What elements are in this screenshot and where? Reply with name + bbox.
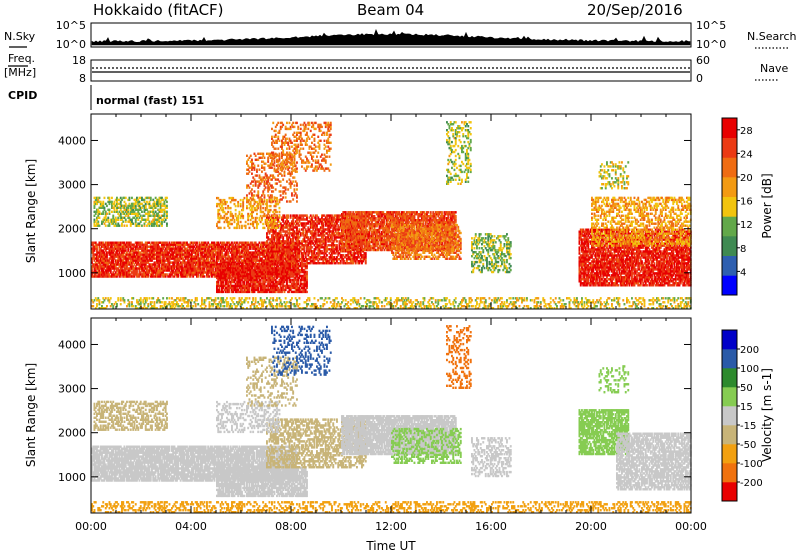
station-title: Hokkaido (fitACF) bbox=[93, 1, 224, 19]
range-cell bbox=[277, 267, 279, 269]
range-cell bbox=[290, 214, 292, 216]
freq-tick-top: 18 bbox=[72, 54, 86, 67]
range-cell bbox=[250, 263, 252, 265]
nave-tick-bottom: 0 bbox=[696, 72, 703, 85]
beam-title: Beam 04 bbox=[357, 1, 424, 19]
rti-plot: Hokkaido (fitACF) Beam 04 20/Sep/2016 10… bbox=[0, 0, 800, 554]
range-cell bbox=[217, 273, 219, 275]
nave-tick-top: 60 bbox=[696, 54, 710, 67]
freq-panel-frame bbox=[91, 60, 691, 81]
range-cell bbox=[306, 214, 308, 216]
freq-tick-bottom: 8 bbox=[79, 72, 86, 85]
range-cell bbox=[266, 262, 268, 264]
noise-tick-top-right: 10^5 bbox=[696, 19, 726, 32]
range-cell bbox=[306, 291, 308, 293]
nave-label: Nave bbox=[760, 62, 788, 75]
noise-tick-bottom-right: 10^0 bbox=[696, 38, 726, 51]
date-title: 20/Sep/2016 bbox=[587, 1, 683, 19]
range-cell bbox=[271, 273, 273, 275]
noise-tick-top-left: 10^5 bbox=[56, 19, 86, 32]
range-cell bbox=[196, 242, 198, 244]
cpid-label: CPID bbox=[8, 89, 37, 102]
freq-unit: [MHz] bbox=[4, 66, 36, 79]
cpid-value: normal (fast) 151 bbox=[96, 94, 204, 107]
range-cell bbox=[326, 254, 328, 256]
range-cell bbox=[204, 275, 206, 277]
range-cell bbox=[311, 246, 313, 248]
range-cell bbox=[287, 214, 289, 216]
nsky-label: N.Sky bbox=[4, 30, 36, 43]
freq-label: Freq. bbox=[8, 52, 35, 65]
range-cell bbox=[306, 271, 308, 273]
range-cell bbox=[299, 228, 301, 230]
noise-tick-bottom-left: 10^0 bbox=[56, 38, 86, 51]
noise-sky-trace bbox=[92, 30, 690, 45]
nsearch-label: N.Search bbox=[747, 30, 797, 43]
